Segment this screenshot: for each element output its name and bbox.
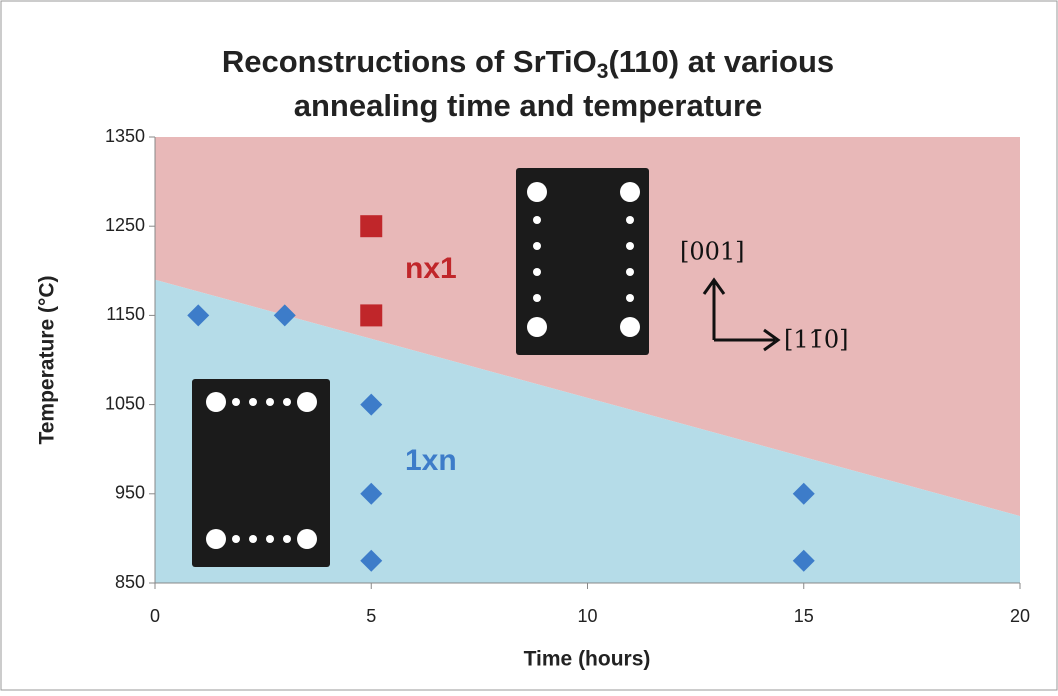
- inset-dot: [527, 317, 547, 337]
- inset-dot: [626, 294, 634, 302]
- y-tick-label: 950: [115, 483, 145, 503]
- title-subscript: 3: [597, 60, 609, 83]
- inset-dot: [206, 529, 226, 549]
- arrowhead: [702, 277, 726, 295]
- title-text: (110) at various: [608, 44, 834, 79]
- inset-dot: [620, 182, 640, 202]
- chart-title: Reconstructions of SrTiO3(110) at variou…: [222, 44, 834, 82]
- arrowhead: [763, 328, 781, 352]
- inset-dot: [533, 242, 541, 250]
- chart-title: annealing time and temperature: [294, 88, 763, 123]
- inset-dot: [283, 398, 291, 406]
- direction-label: [001]: [680, 238, 745, 266]
- inset-dot: [533, 268, 541, 276]
- inset-dot: [626, 268, 634, 276]
- inset-dot: [533, 216, 541, 224]
- x-tick-label: 15: [794, 606, 814, 626]
- point: [792, 549, 815, 572]
- inset: [516, 168, 649, 355]
- point: [360, 215, 383, 238]
- point: [360, 482, 383, 505]
- inset-dot: [206, 392, 226, 412]
- x-tick-label: 20: [1010, 606, 1030, 626]
- y-tick-label: 1250: [105, 215, 145, 235]
- point: [360, 393, 383, 416]
- point: [360, 304, 383, 327]
- inset-dot: [232, 398, 240, 406]
- inset-dot: [626, 242, 634, 250]
- point: [360, 549, 383, 572]
- y-tick-label: 1150: [106, 304, 145, 324]
- inset-dot: [266, 398, 274, 406]
- inset-dot: [266, 535, 274, 543]
- inset-dot: [249, 535, 257, 543]
- y-tick-label: 850: [115, 572, 145, 592]
- y-axis-label: Temperature (°C): [36, 275, 59, 444]
- region-label: 1xn: [405, 444, 457, 477]
- arrow: [712, 282, 775, 342]
- direction-label: [11̄0]: [784, 326, 849, 354]
- inset-dot: [626, 216, 634, 224]
- inset-dot: [527, 182, 547, 202]
- region-below: [155, 279, 1020, 583]
- x-tick-label: 0: [150, 606, 160, 626]
- x-tick-label: 10: [577, 606, 597, 626]
- y-tick-label: 1350: [105, 126, 145, 146]
- point: [792, 482, 815, 505]
- x-axis-label: Time (hours): [524, 648, 651, 671]
- region-label: nx1: [405, 252, 457, 285]
- inset-dot: [297, 529, 317, 549]
- inset: [192, 379, 330, 567]
- inset-dot: [232, 535, 240, 543]
- inset-dot: [249, 398, 257, 406]
- inset-dot: [620, 317, 640, 337]
- x-tick-label: 5: [366, 606, 376, 626]
- point: [273, 304, 296, 327]
- point: [187, 304, 210, 327]
- y-tick-label: 1050: [105, 393, 145, 413]
- inset-dot: [533, 294, 541, 302]
- inset-dot: [283, 535, 291, 543]
- inset-dot: [297, 392, 317, 412]
- title-text: Reconstructions of SrTiO: [222, 44, 597, 79]
